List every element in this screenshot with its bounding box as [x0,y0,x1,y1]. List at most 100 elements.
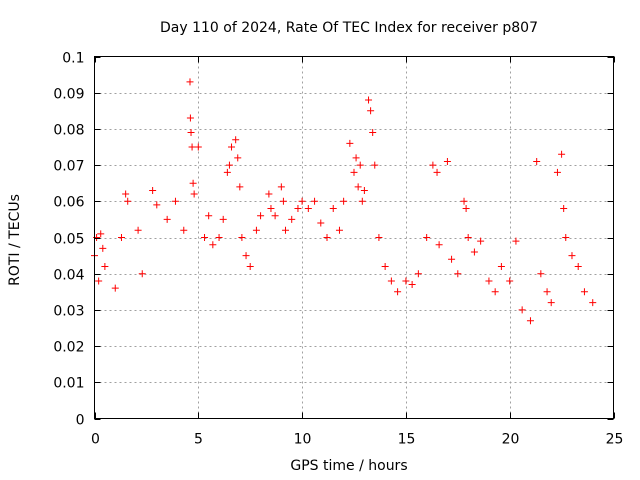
data-point [408,281,416,289]
data-point [246,262,254,270]
data-point [277,183,285,191]
data-point [506,277,514,285]
data-point [201,234,209,241]
data-point [225,161,233,169]
data-point [267,205,275,213]
y-tick-label: 0.07 [53,159,84,175]
data-point [294,205,302,213]
data-point [462,205,470,213]
data-point [375,234,383,241]
data-point [365,96,373,104]
data-point [311,197,319,205]
data-point [189,179,197,187]
axis-ticks: 0 0.01 0.02 0.03 0.04 0.05 0.06 0.07 0.08 0.09 0.1… [53,51,623,448]
data-point [194,143,202,151]
data-point [512,237,520,245]
x-tick-label: 20 [502,432,520,448]
data-point [228,143,236,151]
data-point [491,288,499,296]
data-point [279,197,287,205]
data-point [454,270,462,278]
data-point [580,288,588,296]
data-point [288,215,296,223]
data-point [537,270,545,278]
data-point [433,168,441,176]
data-point [238,234,246,241]
data-point [381,262,389,270]
x-tick-label: 25 [606,432,624,448]
data-point [97,230,105,238]
data-point [435,241,443,249]
data-point [149,186,157,194]
data-point [574,262,582,270]
data-point [553,168,561,176]
data-point [589,299,597,307]
data-points [91,78,597,325]
data-point [171,197,179,205]
y-tick-label: 0.05 [53,232,84,248]
data-point [464,234,472,241]
data-point [187,129,195,137]
y-tick-label: 0 [76,413,85,429]
data-point [323,234,331,241]
x-tick-label: 0 [91,432,100,448]
data-point [485,277,493,285]
data-point [99,244,107,252]
data-point [298,197,306,205]
data-point [190,190,198,198]
x-tick-label: 5 [194,432,203,448]
data-point [95,277,103,285]
data-point [356,161,364,169]
data-point [518,306,526,314]
data-point [252,226,260,234]
data-point [153,201,161,209]
data-point [215,234,223,241]
y-axis-label: ROTI / TECUs [7,194,23,286]
data-point [470,248,478,256]
data-point [317,219,325,227]
data-point [340,197,348,205]
y-tick-label: 0.03 [53,304,84,320]
chart-title: Day 110 of 2024, Rate Of TEC Index for r… [160,20,538,36]
grid-lines [94,56,614,419]
y-tick-label: 0.06 [53,195,84,211]
y-tick-label: 0.08 [53,123,84,139]
data-point [346,139,354,147]
data-point [402,277,410,285]
data-point [232,136,240,144]
data-point [558,150,566,158]
data-point [111,284,119,292]
data-point [423,234,431,241]
data-point [134,226,142,234]
data-point [124,197,132,205]
data-point [354,183,362,191]
data-point [350,168,358,176]
data-point [560,205,568,213]
data-point [543,288,551,296]
data-point [429,161,437,169]
y-tick-label: 0.02 [53,340,84,356]
plot-frame [94,56,614,419]
data-point [271,212,279,220]
data-point [223,168,231,176]
data-point [387,277,395,285]
data-point [236,183,244,191]
data-point [180,226,188,234]
data-point [234,154,242,162]
data-point [101,262,109,270]
data-point [448,255,456,263]
data-point [367,107,375,115]
data-point [443,157,451,165]
data-point [358,197,366,205]
data-point [562,234,570,241]
data-point [281,226,289,234]
data-point [526,317,534,325]
y-tick-label: 0.1 [62,51,84,67]
x-axis-label: GPS time / hours [290,458,407,474]
data-point [568,252,576,260]
data-point [117,234,125,241]
data-point [163,215,171,223]
data-point [219,215,227,223]
data-point [188,143,196,151]
